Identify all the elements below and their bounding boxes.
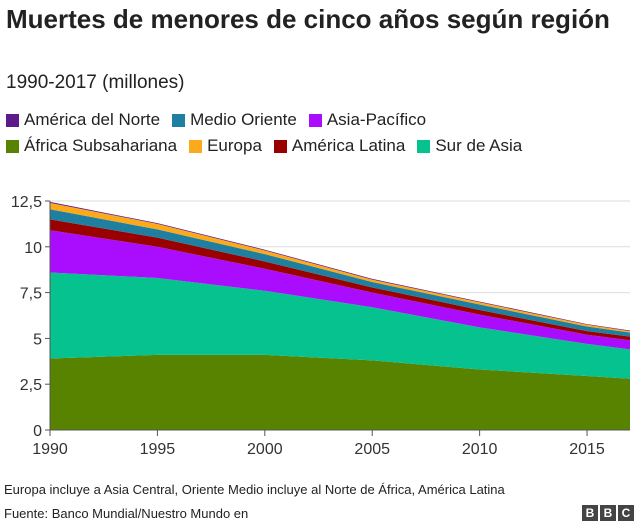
area-sur-de-asia — [50, 272, 630, 379]
area-medio-oriente — [50, 209, 630, 337]
legend-label: Medio Oriente — [190, 110, 297, 129]
x-tick-label: 1995 — [140, 441, 176, 458]
area-chart: 0 2,5 5 7,5 10 12,5 1990 1995 2000 2005 2010 2015 — [11, 194, 630, 458]
y-tick-label: 12,5 — [11, 194, 42, 211]
legend-item: Europa — [189, 136, 262, 156]
y-tick-label: 5 — [33, 331, 42, 348]
legend-swatch — [308, 113, 322, 127]
legend-label: América del Norte — [24, 110, 161, 129]
chart-title: Muertes de menores de cinco años según r… — [6, 4, 610, 34]
logo-letter: C — [618, 505, 634, 521]
x-tick-label: 2010 — [462, 441, 498, 458]
x-tick-label: 2000 — [247, 441, 283, 458]
legend-swatch — [172, 113, 186, 127]
legend-swatch — [189, 139, 203, 153]
y-tick-label: 0 — [33, 423, 42, 440]
legend-label: América Latina — [291, 136, 406, 155]
area--frica-subsahariana — [50, 354, 630, 430]
chart-subtitle: 1990-2017 (millones) — [6, 72, 185, 93]
x-tick-label: 1990 — [32, 441, 68, 458]
y-tick-label: 2,5 — [20, 377, 42, 394]
legend-item: América Latina — [273, 136, 406, 156]
y-tick-label: 7,5 — [20, 286, 42, 303]
legend-swatch — [6, 139, 19, 153]
footnote: Europa incluye a Asia Central, Oriente M… — [4, 482, 505, 497]
legend-item: Sur de Asia — [417, 136, 522, 156]
legend-label: África Subsahariana — [24, 136, 178, 155]
legend-item: África Subsahariana — [6, 136, 177, 156]
y-tick-label: 10 — [24, 240, 42, 257]
legend-label: Europa — [207, 136, 262, 155]
x-tick-label: 2005 — [354, 441, 390, 458]
legend-item: Medio Oriente — [172, 110, 297, 130]
area-asia-pac-fico — [50, 230, 630, 350]
legend-label: Asia-Pacífico — [326, 110, 427, 129]
legend-item: Asia-Pacífico — [308, 110, 427, 130]
area-europa — [50, 202, 630, 333]
legend-swatch — [6, 113, 19, 127]
logo-letter: B — [600, 505, 616, 521]
legend-swatch — [417, 139, 431, 153]
legend-swatch — [273, 139, 287, 153]
logo-letter: B — [582, 505, 598, 521]
legend: América del Norte Medio Oriente Asia-Pacíf… — [6, 110, 626, 162]
legend-item: América del Norte — [6, 110, 160, 130]
legend-label: Sur de Asia — [435, 136, 523, 155]
area-am-rica-latina — [50, 219, 630, 341]
x-tick-label: 2015 — [569, 441, 605, 458]
source: Fuente: Banco Mundial/Nuestro Mundo en — [4, 506, 249, 521]
